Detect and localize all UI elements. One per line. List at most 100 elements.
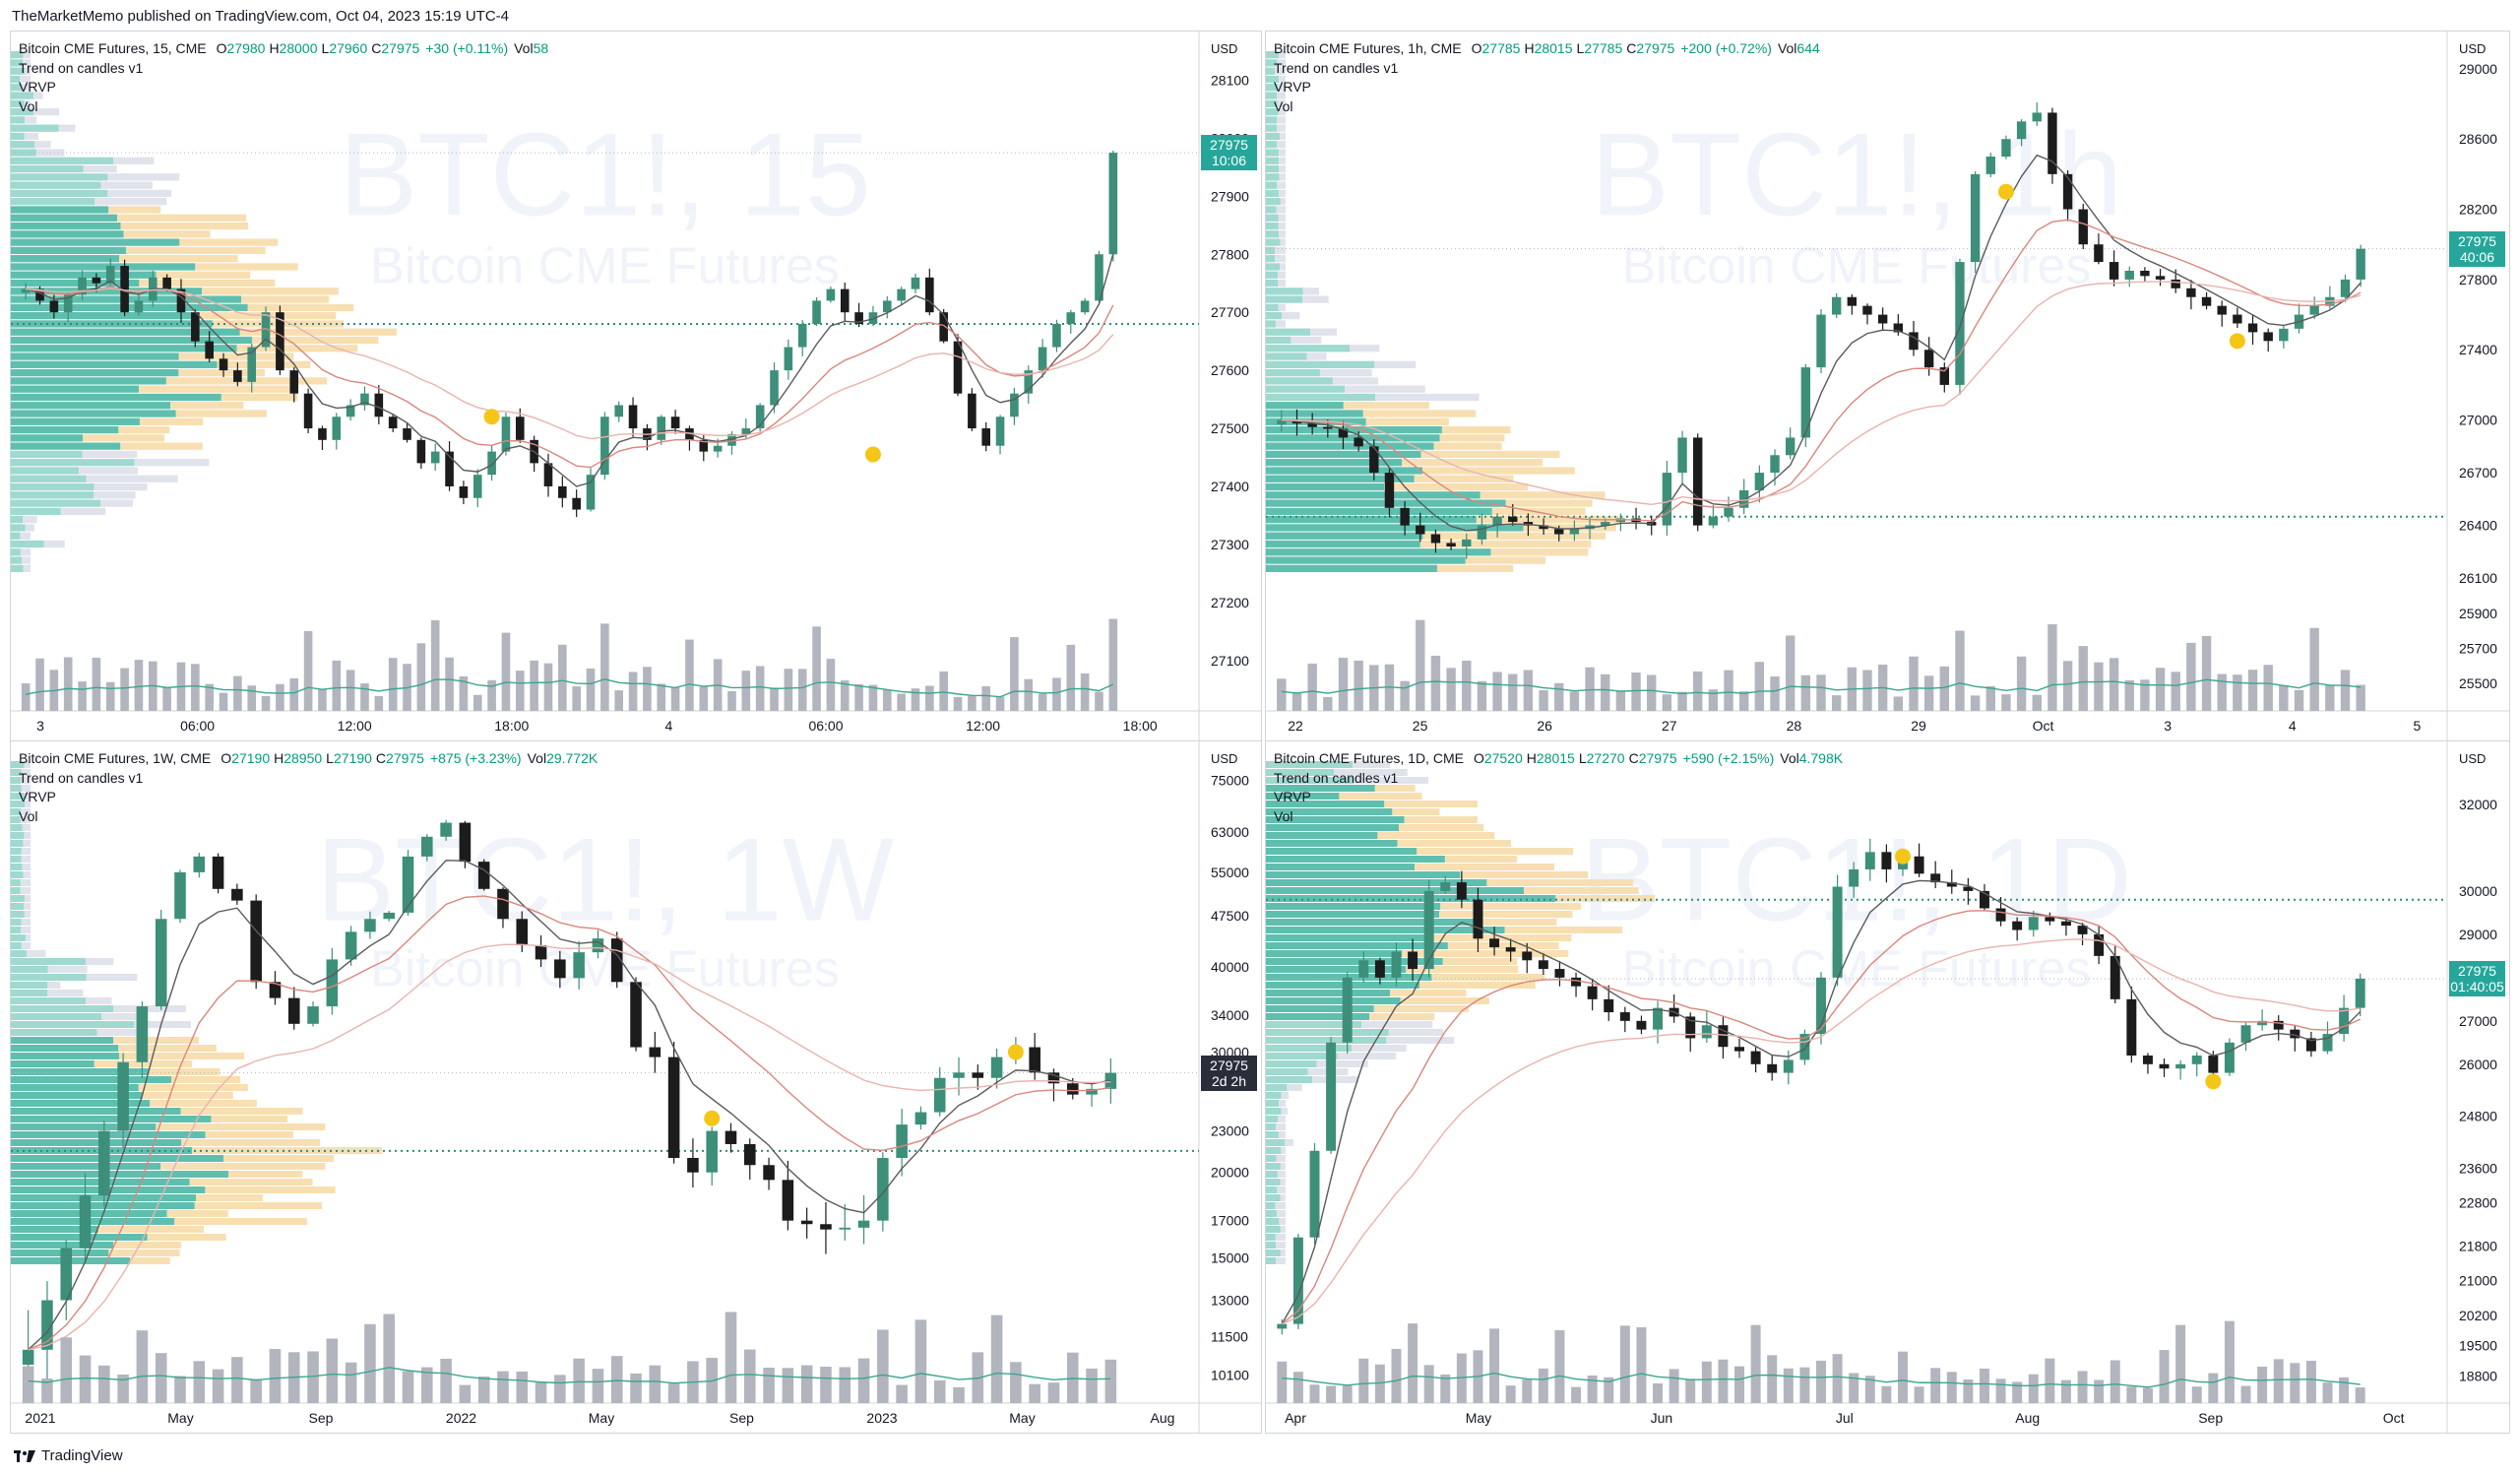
- vrvp-bar-up: [1266, 1068, 1308, 1075]
- candle: [2257, 1009, 2268, 1031]
- candle: [896, 1109, 908, 1177]
- vrvp-bar-up: [1266, 59, 1278, 67]
- vrvp-bar-down: [1302, 295, 1329, 303]
- vrvp-bar-up: [1266, 312, 1283, 320]
- price-tick-label: 18800: [2459, 1368, 2497, 1383]
- vrvp-bar-down: [192, 1147, 383, 1154]
- candle: [911, 273, 920, 294]
- volume-bar: [501, 632, 511, 711]
- vrvp-bar-up: [11, 255, 120, 263]
- candle: [1785, 427, 1796, 460]
- vrvp-bar-up: [11, 1092, 143, 1099]
- vrvp-bar-down: [1279, 230, 1286, 238]
- vrvp-bar-down: [1386, 1037, 1455, 1044]
- watermark-description: Bitcoin CME Futures: [370, 237, 840, 294]
- candle: [269, 971, 282, 1005]
- currency-label[interactable]: USD: [1211, 41, 1238, 56]
- candle: [1277, 410, 1287, 432]
- volume-bar: [231, 1357, 243, 1403]
- currency-label[interactable]: USD: [1211, 751, 1238, 766]
- vrvp-bar-up: [11, 1076, 172, 1083]
- vrvp-bar-up: [11, 1234, 148, 1241]
- vrvp-bar-down: [1361, 1021, 1433, 1028]
- vrvp-bar-down: [107, 173, 180, 181]
- vrvp-bar-down: [83, 164, 117, 173]
- price-tick-label: 27500: [1211, 420, 1249, 436]
- vrvp-bar-down: [1414, 475, 1514, 482]
- vrvp-bar-up: [11, 761, 25, 768]
- vrvp-bar-up: [1266, 475, 1415, 482]
- candle: [346, 399, 355, 421]
- vrvp-bar-up: [1266, 769, 1335, 776]
- chart-panel-1d[interactable]: BTC1!, 1D Bitcoin CME Futures 32000 30000 29…: [1265, 740, 2510, 1434]
- candle: [925, 268, 934, 316]
- volume-bars: [22, 1312, 1117, 1403]
- volume-bar: [416, 643, 426, 711]
- vrvp-bar-up: [11, 1163, 161, 1170]
- candle: [1086, 1084, 1098, 1107]
- vrvp-bar-down: [60, 507, 106, 516]
- vrvp-bar-down: [1523, 524, 1616, 532]
- candle: [2247, 314, 2258, 346]
- time-axis: 22 25 26 27 28 29 Oct 3 4 5: [1288, 718, 2421, 734]
- vrvp-bar-up: [1266, 67, 1276, 75]
- vrvp-bar-down: [101, 1013, 142, 1020]
- volume-bar: [1569, 691, 1580, 711]
- volume-bar: [79, 1355, 92, 1403]
- vrvp-bar-down: [1490, 548, 1589, 556]
- candle: [1849, 862, 1859, 898]
- vrvp-bar-up: [1266, 238, 1281, 246]
- vrvp-bar-up: [1266, 950, 1403, 957]
- volume-bar: [573, 1358, 585, 1403]
- vrvp-bar-up: [1266, 832, 1378, 839]
- candle: [1985, 152, 1995, 177]
- vrvp-bar-up: [1266, 434, 1440, 442]
- vrvp-bar-down: [1390, 990, 1467, 996]
- vrvp-bar-up: [11, 950, 27, 957]
- candle: [2186, 280, 2196, 310]
- vrvp-bar-down: [123, 230, 211, 238]
- vrvp-bar-up: [11, 982, 48, 989]
- candle: [1718, 1015, 1729, 1059]
- volume-bar: [1816, 1360, 1826, 1403]
- vrvp-bar-down: [1439, 434, 1505, 442]
- candle: [303, 388, 313, 434]
- vrvp-bar-down: [1417, 848, 1574, 855]
- vrvp-bar-down: [236, 345, 358, 352]
- vrvp-bar-up: [11, 1053, 120, 1059]
- volume-bar: [92, 658, 101, 711]
- vrvp-bar-up: [1266, 263, 1281, 271]
- candle: [516, 911, 529, 953]
- currency-label[interactable]: USD: [2459, 41, 2487, 56]
- chart-panel-1h[interactable]: BTC1!, 1h Bitcoin CME Futures 29000 28600 28…: [1265, 31, 2510, 741]
- vrvp-bar-up: [11, 475, 87, 482]
- volume-bar: [162, 687, 171, 711]
- vrvp-bar-up: [1266, 149, 1280, 157]
- vrvp-bar-down: [220, 393, 298, 402]
- vrvp-bar-down: [211, 1116, 288, 1122]
- chart-panel-1w[interactable]: BTC1!, 1W Bitcoin CME Futures 75000 63000 55…: [10, 740, 1262, 1434]
- vrvp-bar-down: [1399, 824, 1484, 831]
- ema-slow-line: [26, 288, 1114, 440]
- vrvp-bar-up: [11, 124, 59, 132]
- volume-bar: [269, 1349, 282, 1403]
- currency-label[interactable]: USD: [2459, 751, 2487, 766]
- vrvp-bar-up: [1266, 895, 1556, 902]
- candle: [1619, 1006, 1630, 1033]
- vrvp-bar-up: [11, 1021, 135, 1028]
- candle: [2191, 1052, 2202, 1077]
- volume-bar: [770, 687, 779, 711]
- volume-bar: [2159, 1350, 2170, 1403]
- vrvp-bar-down: [1388, 1029, 1444, 1036]
- candle: [374, 384, 384, 424]
- volume-bar: [857, 1358, 870, 1403]
- vrvp-bar-up: [11, 1013, 102, 1020]
- candle: [868, 305, 878, 327]
- vrvp-bar-up: [11, 832, 25, 839]
- candle: [2175, 1059, 2186, 1080]
